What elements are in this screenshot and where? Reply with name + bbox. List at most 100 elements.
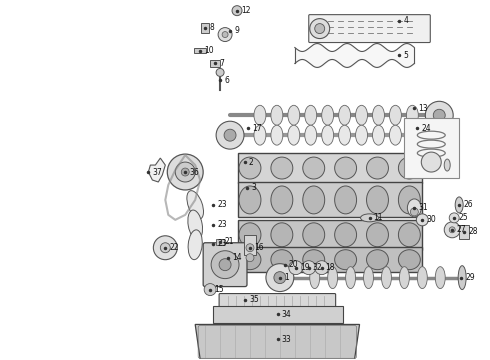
Bar	[238, 183, 422, 217]
Ellipse shape	[399, 267, 409, 289]
Circle shape	[224, 129, 236, 141]
Circle shape	[246, 254, 254, 262]
Ellipse shape	[305, 125, 317, 145]
Text: 12: 12	[241, 6, 250, 15]
Circle shape	[421, 152, 441, 172]
Text: 34: 34	[282, 310, 292, 319]
Ellipse shape	[367, 250, 389, 270]
Polygon shape	[148, 158, 165, 182]
Ellipse shape	[398, 157, 420, 179]
Ellipse shape	[322, 105, 334, 125]
Bar	[201, 23, 209, 32]
Circle shape	[216, 121, 244, 149]
Circle shape	[153, 236, 177, 260]
Circle shape	[160, 243, 171, 253]
Text: 26: 26	[463, 201, 473, 210]
FancyBboxPatch shape	[309, 15, 430, 42]
Ellipse shape	[335, 157, 357, 179]
Circle shape	[218, 28, 232, 41]
Ellipse shape	[288, 105, 300, 125]
Ellipse shape	[417, 267, 427, 289]
Ellipse shape	[407, 199, 421, 217]
Ellipse shape	[372, 125, 385, 145]
Ellipse shape	[335, 250, 357, 270]
Bar	[194, 48, 206, 53]
Ellipse shape	[328, 267, 338, 289]
FancyBboxPatch shape	[203, 243, 247, 287]
Text: 4: 4	[403, 16, 408, 25]
Ellipse shape	[367, 223, 389, 247]
Text: 17: 17	[252, 124, 262, 133]
Ellipse shape	[187, 191, 203, 219]
Circle shape	[410, 208, 418, 216]
Ellipse shape	[345, 267, 356, 289]
Polygon shape	[195, 324, 360, 359]
Circle shape	[246, 244, 254, 252]
Circle shape	[315, 24, 325, 33]
Ellipse shape	[339, 105, 350, 125]
Circle shape	[181, 168, 189, 176]
Text: 32: 32	[313, 263, 322, 272]
Text: 22: 22	[169, 243, 179, 252]
Ellipse shape	[398, 223, 420, 247]
Ellipse shape	[364, 267, 373, 289]
Ellipse shape	[398, 186, 420, 214]
Text: 35: 35	[249, 295, 259, 304]
Text: 11: 11	[373, 213, 383, 222]
Text: 23: 23	[217, 239, 227, 248]
Text: 29: 29	[465, 273, 475, 282]
Ellipse shape	[271, 250, 293, 270]
Circle shape	[302, 261, 316, 275]
Text: 19: 19	[300, 263, 309, 272]
Bar	[216, 239, 224, 245]
Ellipse shape	[188, 210, 202, 240]
Ellipse shape	[303, 250, 325, 270]
Ellipse shape	[356, 125, 368, 145]
Text: 8: 8	[209, 23, 214, 32]
Ellipse shape	[288, 125, 300, 145]
Ellipse shape	[271, 186, 293, 214]
Circle shape	[175, 162, 195, 182]
Text: 21: 21	[224, 237, 234, 246]
Ellipse shape	[188, 230, 202, 260]
Circle shape	[266, 264, 294, 292]
Text: 10: 10	[204, 46, 214, 55]
Text: 2: 2	[249, 158, 254, 167]
Text: 7: 7	[219, 59, 224, 68]
Ellipse shape	[390, 125, 401, 145]
Text: 3: 3	[251, 184, 256, 193]
Ellipse shape	[254, 105, 266, 125]
Bar	[238, 247, 422, 272]
Bar	[459, 225, 469, 239]
Ellipse shape	[239, 223, 261, 247]
Circle shape	[416, 214, 428, 226]
Text: 15: 15	[214, 285, 224, 294]
Text: 5: 5	[403, 51, 408, 60]
Text: 36: 36	[189, 167, 199, 176]
Ellipse shape	[303, 157, 325, 179]
Circle shape	[274, 272, 286, 284]
Text: 30: 30	[426, 215, 436, 224]
Ellipse shape	[367, 157, 389, 179]
Text: 23: 23	[217, 201, 227, 210]
Text: 25: 25	[458, 213, 468, 222]
Text: 18: 18	[326, 263, 335, 272]
Text: 16: 16	[254, 243, 264, 252]
Circle shape	[449, 213, 459, 223]
Circle shape	[433, 109, 445, 121]
Circle shape	[425, 101, 453, 129]
Bar	[213, 306, 343, 323]
Ellipse shape	[322, 125, 334, 145]
Text: 9: 9	[234, 26, 239, 35]
Circle shape	[167, 154, 203, 190]
Ellipse shape	[239, 157, 261, 179]
Ellipse shape	[310, 267, 319, 289]
Bar	[210, 60, 220, 67]
Text: 1: 1	[284, 273, 289, 282]
Text: 20: 20	[289, 260, 298, 269]
Text: 37: 37	[152, 167, 162, 176]
Ellipse shape	[398, 250, 420, 270]
Ellipse shape	[271, 157, 293, 179]
Ellipse shape	[303, 186, 325, 214]
Bar	[238, 153, 422, 183]
